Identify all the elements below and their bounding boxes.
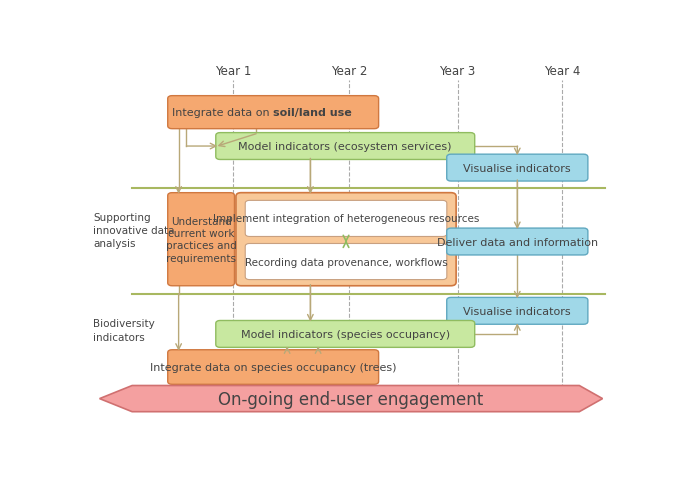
Text: Year 2: Year 2: [331, 65, 367, 78]
FancyBboxPatch shape: [447, 298, 588, 324]
Text: Implement integration of heterogeneous resources: Implement integration of heterogeneous r…: [213, 214, 480, 224]
Text: Visualise indicators: Visualise indicators: [464, 163, 571, 173]
FancyBboxPatch shape: [245, 201, 447, 237]
Text: Integrate data on species occupancy (trees): Integrate data on species occupancy (tre…: [150, 362, 397, 372]
FancyBboxPatch shape: [236, 193, 456, 286]
FancyBboxPatch shape: [245, 244, 447, 280]
Text: Year 3: Year 3: [440, 65, 476, 78]
FancyBboxPatch shape: [168, 96, 379, 130]
Text: Model indicators (species occupancy): Model indicators (species occupancy): [240, 329, 450, 339]
FancyBboxPatch shape: [168, 350, 379, 384]
FancyBboxPatch shape: [216, 133, 475, 160]
Text: Integrate data on: Integrate data on: [172, 108, 273, 118]
Text: Model indicators (ecosystem services): Model indicators (ecosystem services): [238, 142, 452, 152]
Text: Deliver data and information: Deliver data and information: [437, 237, 598, 247]
Text: Supporting
innovative data
analysis: Supporting innovative data analysis: [93, 212, 175, 249]
Text: Year 1: Year 1: [214, 65, 251, 78]
Text: Visualise indicators: Visualise indicators: [464, 306, 571, 316]
FancyBboxPatch shape: [168, 193, 234, 286]
Text: Integrate data on soil/land use: Integrate data on soil/land use: [188, 108, 359, 118]
FancyBboxPatch shape: [447, 228, 588, 255]
FancyBboxPatch shape: [216, 321, 475, 348]
Polygon shape: [99, 386, 603, 412]
Text: Year 4: Year 4: [544, 65, 580, 78]
Text: soil/land use: soil/land use: [273, 108, 352, 118]
FancyBboxPatch shape: [447, 155, 588, 181]
Text: On-going end-user engagement: On-going end-user engagement: [219, 390, 484, 408]
Text: Recording data provenance, workflows: Recording data provenance, workflows: [245, 257, 447, 267]
Text: Biodiversity
indicators: Biodiversity indicators: [93, 319, 155, 342]
Text: Understand
current work
practices and
requirements: Understand current work practices and re…: [166, 216, 236, 263]
